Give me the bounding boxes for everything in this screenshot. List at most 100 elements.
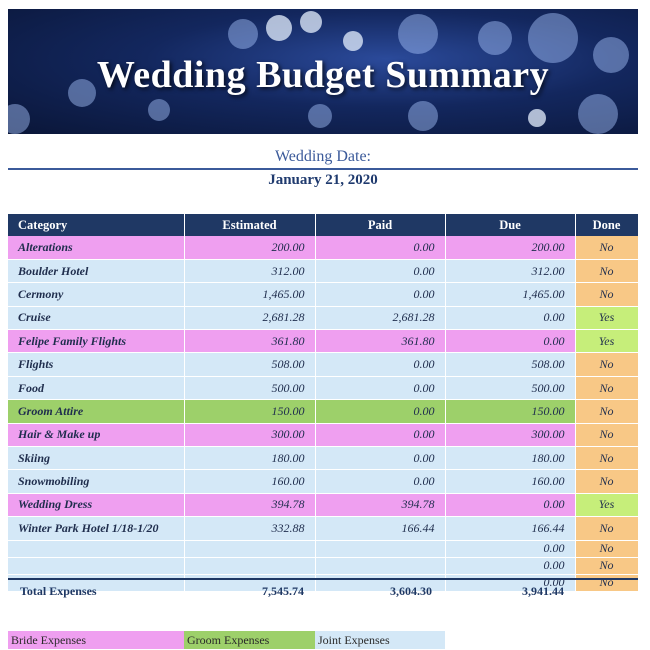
cell-done[interactable]: No	[575, 557, 639, 575]
cell-due[interactable]: 180.00	[445, 446, 576, 471]
wedding-date-label: Wedding Date:	[274, 148, 371, 165]
cell-due[interactable]: 166.44	[445, 516, 576, 541]
cell-category[interactable]	[8, 540, 185, 558]
cell-estimated[interactable]: 2,681.28	[184, 306, 316, 331]
cell-done[interactable]: No	[575, 259, 639, 284]
wedding-date-value: January 21, 2020	[268, 172, 378, 188]
cell-category[interactable]: Food	[8, 376, 185, 401]
cell-done[interactable]: No	[575, 282, 639, 307]
totals-row: Total Expenses 7,545.74 3,604.30 3,941.4…	[8, 582, 638, 602]
table-row[interactable]: Cermony 1,465.00 0.00 1,465.00 No	[8, 282, 639, 307]
cell-category[interactable]: Felipe Family Flights	[8, 329, 185, 354]
cell-category[interactable]: Winter Park Hotel 1/18-1/20	[8, 516, 185, 541]
cell-paid[interactable]: 2,681.28	[315, 306, 446, 331]
cell-done[interactable]: Yes	[575, 493, 639, 518]
cell-due[interactable]: 500.00	[445, 376, 576, 401]
column-header-due[interactable]: Due	[445, 214, 576, 236]
cell-paid[interactable]: 361.80	[315, 329, 446, 354]
cell-done[interactable]: No	[575, 446, 639, 471]
cell-due[interactable]: 1,465.00	[445, 282, 576, 307]
table-row[interactable]: Food 500.00 0.00 500.00 No	[8, 376, 639, 401]
cell-due[interactable]: 0.00	[445, 493, 576, 518]
column-header-estimated[interactable]: Estimated	[184, 214, 316, 236]
cell-due[interactable]: 0.00	[445, 306, 576, 331]
title-banner: Wedding Budget Summary	[8, 9, 638, 134]
cell-due[interactable]: 0.00	[445, 557, 576, 575]
cell-estimated[interactable]: 508.00	[184, 352, 316, 377]
cell-paid[interactable]: 0.00	[315, 423, 446, 448]
cell-estimated[interactable]: 312.00	[184, 259, 316, 284]
cell-done[interactable]: No	[575, 376, 639, 401]
cell-paid[interactable]	[315, 540, 446, 558]
table-row[interactable]: Snowmobiling 160.00 0.00 160.00 No	[8, 469, 639, 494]
cell-due[interactable]: 0.00	[445, 540, 576, 558]
cell-category[interactable]: Groom Attire	[8, 399, 185, 424]
cell-paid[interactable]: 0.00	[315, 399, 446, 424]
cell-done[interactable]: No	[575, 423, 639, 448]
cell-paid[interactable]: 0.00	[315, 282, 446, 307]
table-row[interactable]: Alterations 200.00 0.00 200.00 No	[8, 236, 639, 260]
cell-due[interactable]: 300.00	[445, 423, 576, 448]
column-header-done[interactable]: Done	[575, 214, 639, 236]
cell-paid[interactable]: 0.00	[315, 376, 446, 401]
cell-due[interactable]: 0.00	[445, 329, 576, 354]
cell-category[interactable]: Cruise	[8, 306, 185, 331]
cell-paid[interactable]: 0.00	[315, 469, 446, 494]
table-row[interactable]: Hair & Make up 300.00 0.00 300.00 No	[8, 423, 639, 448]
cell-paid[interactable]: 394.78	[315, 493, 446, 518]
table-row[interactable]: Boulder Hotel 312.00 0.00 312.00 No	[8, 259, 639, 284]
column-header-paid[interactable]: Paid	[315, 214, 446, 236]
table-row[interactable]: Groom Attire 150.00 0.00 150.00 No	[8, 399, 639, 424]
table-row[interactable]: Winter Park Hotel 1/18-1/20 332.88 166.44 1…	[8, 516, 639, 541]
cell-category[interactable]: Alterations	[8, 236, 185, 260]
cell-due[interactable]: 200.00	[445, 236, 576, 260]
cell-estimated[interactable]: 300.00	[184, 423, 316, 448]
cell-done[interactable]: No	[575, 236, 639, 260]
cell-paid[interactable]: 0.00	[315, 259, 446, 284]
cell-estimated[interactable]: 361.80	[184, 329, 316, 354]
table-row[interactable]: 0.00 No	[8, 557, 639, 575]
cell-estimated[interactable]: 332.88	[184, 516, 316, 541]
cell-paid[interactable]	[315, 557, 446, 575]
cell-estimated[interactable]	[184, 540, 316, 558]
table-row[interactable]: Cruise 2,681.28 2,681.28 0.00 Yes	[8, 306, 639, 331]
cell-category[interactable]: Skiing	[8, 446, 185, 471]
cell-category[interactable]: Hair & Make up	[8, 423, 185, 448]
cell-done[interactable]: No	[575, 399, 639, 424]
cell-done[interactable]: No	[575, 516, 639, 541]
cell-done[interactable]: No	[575, 469, 639, 494]
cell-estimated[interactable]: 200.00	[184, 236, 316, 260]
cell-paid[interactable]: 0.00	[315, 446, 446, 471]
cell-done[interactable]: No	[575, 352, 639, 377]
column-header-category[interactable]: Category	[8, 214, 185, 236]
cell-category[interactable]	[8, 557, 185, 575]
table-row[interactable]: 0.00 No	[8, 540, 639, 558]
cell-due[interactable]: 160.00	[445, 469, 576, 494]
totals-estimated: 7,545.74	[262, 584, 304, 598]
cell-paid[interactable]: 166.44	[315, 516, 446, 541]
cell-paid[interactable]: 0.00	[315, 352, 446, 377]
cell-done[interactable]: Yes	[575, 329, 639, 354]
cell-due[interactable]: 508.00	[445, 352, 576, 377]
cell-done[interactable]: No	[575, 540, 639, 558]
table-row[interactable]: Felipe Family Flights 361.80 361.80 0.00 Yes	[8, 329, 639, 354]
cell-done[interactable]: Yes	[575, 306, 639, 331]
table-row[interactable]: Skiing 180.00 0.00 180.00 No	[8, 446, 639, 471]
cell-estimated[interactable]: 160.00	[184, 469, 316, 494]
table-row[interactable]: Wedding Dress 394.78 394.78 0.00 Yes	[8, 493, 639, 518]
cell-paid[interactable]: 0.00	[315, 236, 446, 260]
cell-category[interactable]: Flights	[8, 352, 185, 377]
cell-category[interactable]: Cermony	[8, 282, 185, 307]
cell-due[interactable]: 312.00	[445, 259, 576, 284]
cell-estimated[interactable]: 500.00	[184, 376, 316, 401]
cell-estimated[interactable]: 150.00	[184, 399, 316, 424]
cell-estimated[interactable]: 1,465.00	[184, 282, 316, 307]
cell-category[interactable]: Boulder Hotel	[8, 259, 185, 284]
cell-due[interactable]: 150.00	[445, 399, 576, 424]
cell-category[interactable]: Snowmobiling	[8, 469, 185, 494]
cell-estimated[interactable]	[184, 557, 316, 575]
cell-category[interactable]: Wedding Dress	[8, 493, 185, 518]
cell-estimated[interactable]: 394.78	[184, 493, 316, 518]
table-row[interactable]: Flights 508.00 0.00 508.00 No	[8, 352, 639, 377]
cell-estimated[interactable]: 180.00	[184, 446, 316, 471]
